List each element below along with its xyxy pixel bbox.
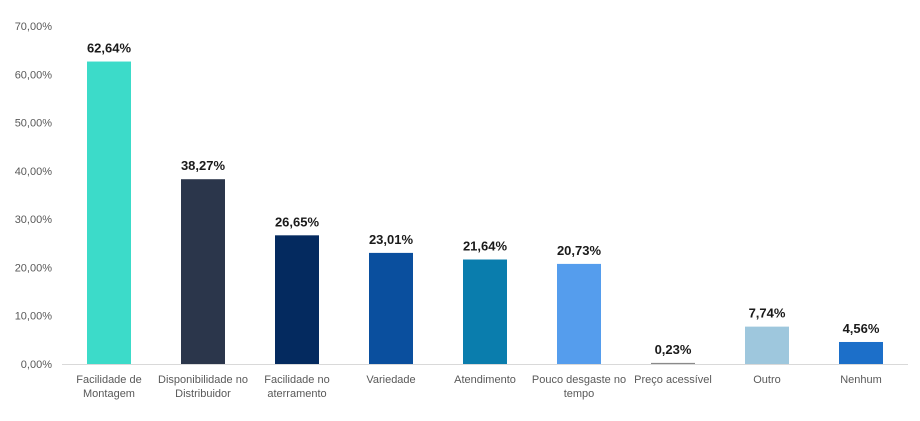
y-tick-label: 10,00% [15,311,53,323]
y-tick-label: 40,00% [15,166,53,178]
y-tick-label: 30,00% [15,214,53,226]
category-label: Facilidade no aterramento [264,374,329,400]
category-label-line: Facilidade no [264,374,329,386]
category-label-line: Distribuidor [175,388,231,400]
data-label: 20,73% [557,243,602,258]
data-label: 38,27% [181,158,226,173]
category-label-line: aterramento [267,388,326,400]
y-axis: 0,00% 10,00% 20,00% 30,00% 40,00% 50,00% 60,00… [15,21,53,371]
bar [557,263,601,364]
category-label-line: Facilidade de [76,374,141,386]
category-label: Preço acessível [634,374,712,386]
data-label: 26,65% [275,214,320,229]
category-label: Atendimento [454,374,516,386]
bar [87,61,131,365]
category-label: Disponibilidade no Distribuidor [158,374,248,400]
bars: 62,64% 38,27% 26,65% 23,01% 21,64% 20,73% 0,23… [87,41,883,365]
category-label: Facilidade de Montagem [76,374,141,400]
data-label: 4,56% [843,321,880,336]
data-label: 7,74% [749,306,786,321]
y-tick-label: 50,00% [15,118,53,130]
bar [181,179,225,364]
category-label: Nenhum [840,374,882,386]
category-label: Outro [753,374,781,386]
data-label: 62,64% [87,41,132,56]
category-label-line: Variedade [366,374,415,386]
category-label-line: tempo [564,388,595,400]
data-label: 0,23% [655,342,692,357]
y-tick-label: 0,00% [21,359,52,371]
y-tick-label: 20,00% [15,262,53,274]
category-label-line: Atendimento [454,374,516,386]
y-tick-label: 70,00% [15,21,53,33]
bar [745,326,789,364]
category-label: Variedade [366,374,415,386]
category-label-line: Montagem [83,388,135,400]
bar [369,252,413,364]
category-label-line: Nenhum [840,374,882,386]
data-label: 23,01% [369,232,414,247]
bar [839,341,883,364]
bar [651,362,695,364]
data-label: 21,64% [463,239,508,254]
category-label-line: Disponibilidade no [158,374,248,386]
category-label-line: Preço acessível [634,374,712,386]
category-label: Pouco desgaste no tempo [532,374,626,400]
bar [275,235,319,364]
category-label-line: Pouco desgaste no [532,374,626,386]
bar [463,259,507,364]
y-tick-label: 60,00% [15,69,53,81]
category-label-line: Outro [753,374,781,386]
